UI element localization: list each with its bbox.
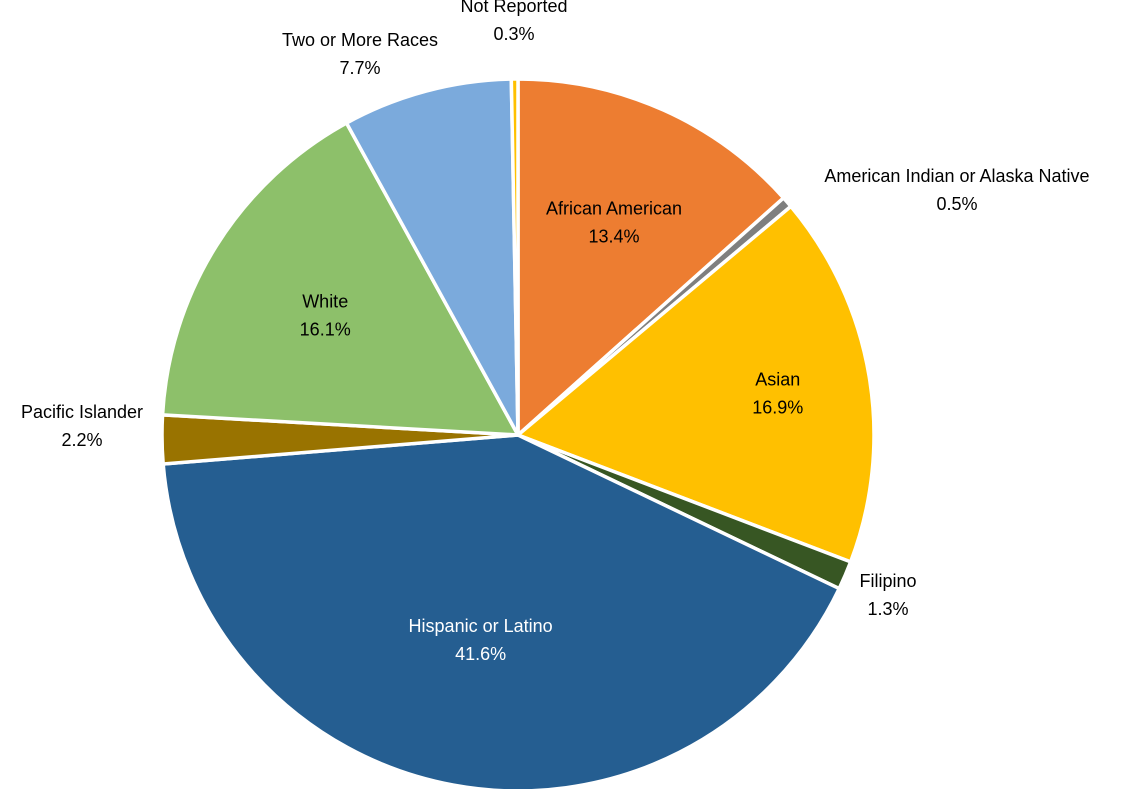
- slice-value: 0.5%: [936, 194, 977, 214]
- slice-label-8: Not Reported 0.3%: [460, 0, 567, 44]
- slice-label-1: American Indian or Alaska Native 0.5%: [824, 166, 1089, 214]
- slice-name: Not Reported: [460, 0, 567, 16]
- pie-slice-8: [509, 77, 520, 437]
- slice-name: White: [302, 292, 348, 312]
- slice-value: 7.7%: [339, 58, 380, 78]
- slice-name: Hispanic or Latino: [409, 616, 553, 636]
- slice-name: Pacific Islander: [21, 402, 143, 422]
- pie-labels: African American 13.4% American Indian or …: [21, 0, 1090, 664]
- slice-name: American Indian or Alaska Native: [824, 166, 1089, 186]
- slice-name: Filipino: [859, 571, 916, 591]
- slice-label-6: White 16.1%: [300, 292, 351, 340]
- slice-value: 0.3%: [493, 24, 534, 44]
- pie-slice-4: [161, 433, 841, 789]
- slice-label-3: Filipino 1.3%: [859, 571, 916, 619]
- pie-slice-6: [160, 121, 520, 437]
- pie-slice-7: [344, 77, 520, 437]
- slice-label-5: Pacific Islander 2.2%: [21, 402, 143, 450]
- slice-label-4: Hispanic or Latino 41.6%: [409, 616, 553, 664]
- slice-label-0: African American 13.4%: [546, 199, 682, 247]
- slice-label-7: Two or More Races 7.7%: [282, 30, 438, 78]
- pie-slice-2: [516, 204, 876, 564]
- pie-slice-0: [516, 77, 786, 437]
- slice-name: African American: [546, 199, 682, 219]
- slice-value: 16.9%: [752, 397, 803, 417]
- pie-slices: [160, 77, 876, 789]
- slice-value: 13.4%: [588, 227, 639, 247]
- slice-value: 1.3%: [867, 599, 908, 619]
- slice-value: 2.2%: [61, 430, 102, 450]
- slice-value: 16.1%: [300, 320, 351, 340]
- slice-name: Two or More Races: [282, 30, 438, 50]
- slice-name: Asian: [755, 369, 800, 389]
- slice-value: 41.6%: [455, 644, 506, 664]
- slice-label-2: Asian 16.9%: [752, 369, 803, 417]
